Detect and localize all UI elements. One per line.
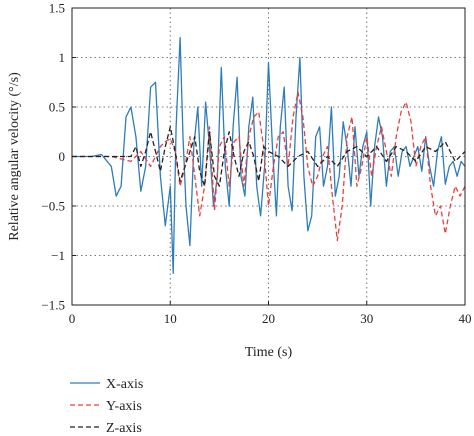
y-tick-label: 0 <box>59 149 66 164</box>
y-tick-label: −1.5 <box>41 298 65 313</box>
series-line-y-axis <box>72 91 466 242</box>
y-tick-label: −0.5 <box>41 199 65 214</box>
series-line-z-axis <box>72 126 466 187</box>
series-layer <box>72 37 466 274</box>
y-axis-label: Relative angular velocity (°/s) <box>7 72 22 241</box>
x-axis-label: Time (s) <box>245 345 293 360</box>
x-tick-label: 20 <box>262 311 275 326</box>
x-tick-label: 30 <box>360 311 373 326</box>
y-tick-label: 1 <box>59 50 66 65</box>
legend-label-y-axis: Y-axis <box>106 399 142 414</box>
y-tick-label: 1.5 <box>49 1 65 16</box>
y-tick-label: −1 <box>51 248 65 263</box>
x-tick-label: 0 <box>69 311 76 326</box>
legend: X-axis Y-axis Z-axis <box>70 377 143 436</box>
ticks: 0 10 20 30 40 −1.5 −1 −0.5 0 0.5 1 1.5 <box>41 1 471 327</box>
x-tick-label: 10 <box>164 311 177 326</box>
y-tick-label: 0.5 <box>49 100 65 115</box>
legend-label-z-axis: Z-axis <box>106 421 142 436</box>
series-line-x-axis <box>72 37 466 274</box>
legend-label-x-axis: X-axis <box>106 377 143 392</box>
x-tick-label: 40 <box>459 311 472 326</box>
